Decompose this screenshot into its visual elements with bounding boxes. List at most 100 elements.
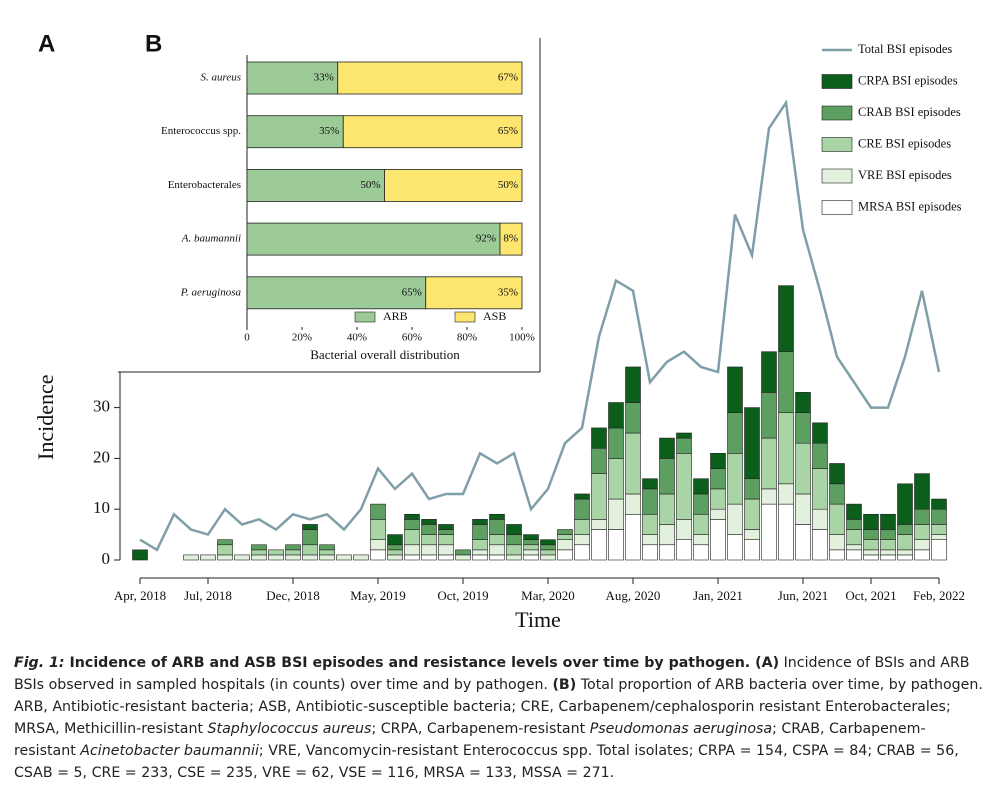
y-tick-label: 0: [102, 549, 111, 568]
bar-segment: [523, 544, 539, 551]
bar-segment: [285, 544, 301, 551]
inset-value-label: 50%: [360, 179, 380, 191]
bar-segment: [710, 468, 726, 490]
bar-segment: [642, 513, 658, 535]
bar-segment: [540, 554, 556, 561]
bar-segment: [268, 554, 284, 561]
bar-segment: [761, 437, 777, 490]
bar-segment: [489, 544, 505, 556]
bar-segment: [676, 437, 692, 454]
bar-segment: [421, 524, 437, 535]
bar-segment: [914, 524, 930, 540]
legend-swatch: [821, 74, 853, 89]
inset-legend-swatch: [354, 311, 376, 323]
bar-segment: [302, 554, 318, 561]
bar-segment: [523, 539, 539, 546]
bar-segment: [336, 554, 352, 561]
bar-segment: [608, 498, 624, 530]
bar-segment: [727, 503, 743, 535]
bar-segment: [404, 529, 420, 546]
bar-segment: [795, 493, 811, 525]
bar-segment: [812, 422, 828, 444]
bar-segment: [506, 544, 522, 556]
bar-segment: [370, 539, 386, 551]
bar-segment: [370, 519, 386, 540]
inset-value-label: 33%: [314, 72, 334, 84]
bar-segment: [370, 549, 386, 561]
bar-segment: [574, 498, 590, 520]
inset-bar-segment: [425, 276, 523, 310]
inset-x-tick-label: 20%: [292, 332, 312, 344]
bar-segment: [642, 478, 658, 490]
bar-segment: [761, 392, 777, 439]
bar-segment: [829, 534, 845, 551]
bar-segment: [132, 549, 148, 561]
bar-segment: [234, 554, 250, 561]
inset-value-label: 67%: [498, 72, 518, 84]
bar-segment: [625, 493, 641, 515]
bar-segment: [897, 554, 913, 561]
legend-label: CRAB BSI episodes: [858, 105, 961, 119]
inset-x-tick-label: 0: [244, 332, 250, 344]
x-tick-label: Mar, 2020: [521, 588, 575, 603]
bar-segment: [642, 544, 658, 561]
inset-bar-segment: [384, 168, 523, 202]
bar-segment: [880, 549, 896, 556]
bar-segment: [387, 544, 403, 551]
bar-segment: [676, 432, 692, 439]
legend-swatch: [821, 200, 853, 215]
inset-bar-segment: [246, 61, 339, 95]
inset-value-label: 65%: [402, 286, 422, 298]
legend-label: CRPA BSI episodes: [858, 73, 958, 87]
legend-label: Total BSI episodes: [858, 42, 952, 56]
bar-segment: [812, 508, 828, 530]
bar-segment: [659, 458, 675, 495]
bar-segment: [761, 488, 777, 505]
bar-segment: [744, 539, 760, 561]
bar-segment: [421, 544, 437, 556]
bar-segment: [557, 534, 573, 540]
bar-segment: [404, 513, 420, 520]
bar-segment: [438, 554, 454, 561]
y-tick-label: 10: [93, 498, 110, 517]
bar-segment: [744, 478, 760, 500]
inset-category-label: S. aureus: [200, 72, 241, 84]
bar-segment: [812, 442, 828, 469]
bar-segment: [608, 402, 624, 429]
bar-segment: [438, 544, 454, 556]
x-tick-label: Feb, 2022: [913, 588, 965, 603]
bar-segment: [914, 473, 930, 510]
caption-text: Total proportion of ARB bacteria over ti…: [14, 677, 983, 737]
bar-segment: [727, 453, 743, 505]
bar-segment: [931, 508, 947, 525]
bar-segment: [897, 549, 913, 556]
legend-label: VRE BSI episodes: [858, 168, 952, 182]
bar-segment: [591, 473, 607, 520]
bar-segment: [387, 534, 403, 546]
bar-segment: [608, 529, 624, 561]
bar-segment: [302, 524, 318, 530]
bar-segment: [931, 498, 947, 510]
bar-segment: [761, 351, 777, 393]
bar-segment: [795, 524, 811, 561]
bar-segment: [574, 534, 590, 546]
inset-value-label: 35%: [319, 125, 339, 137]
bar-segment: [591, 447, 607, 474]
bar-segment: [268, 549, 284, 556]
bar-segment: [931, 524, 947, 535]
inset-category-label: P. aeruginosa: [180, 286, 242, 298]
bar-segment: [812, 529, 828, 561]
bar-segment: [846, 519, 862, 530]
figure: A Incidence of BSI episodes (counts) Tim…: [33, 30, 965, 633]
bar-segment: [540, 539, 556, 546]
bar-segment: [625, 366, 641, 403]
bar-segment: [642, 488, 658, 515]
bar-segment: [285, 554, 301, 561]
bar-segment: [217, 554, 233, 561]
bar-segment: [404, 519, 420, 530]
bar-segment: [472, 549, 488, 556]
bar-segment: [846, 503, 862, 520]
inset-x-tick-label: 60%: [402, 332, 422, 344]
bar-segment: [744, 498, 760, 530]
